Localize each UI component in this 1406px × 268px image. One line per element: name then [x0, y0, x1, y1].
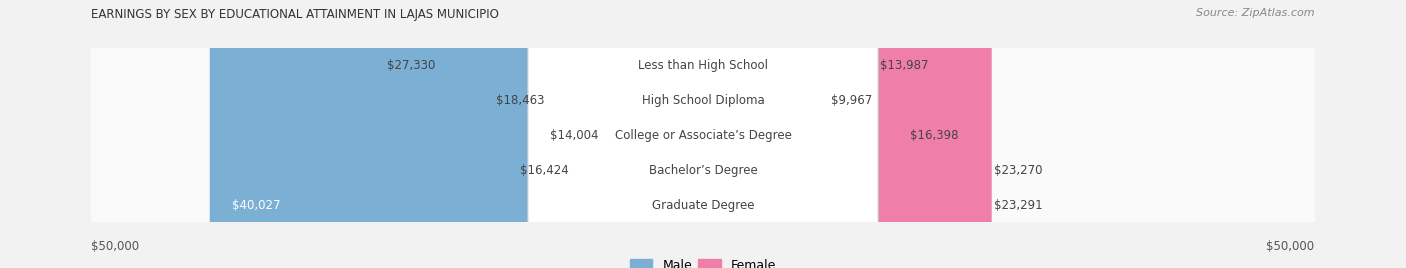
FancyBboxPatch shape	[868, 0, 991, 268]
FancyBboxPatch shape	[87, 0, 1319, 268]
Text: $23,270: $23,270	[994, 164, 1042, 177]
Text: Less than High School: Less than High School	[638, 59, 768, 72]
Text: $16,398: $16,398	[910, 129, 959, 142]
Text: $23,291: $23,291	[994, 199, 1043, 211]
Text: College or Associate’s Degree: College or Associate’s Degree	[614, 129, 792, 142]
FancyBboxPatch shape	[209, 0, 538, 268]
Text: $50,000: $50,000	[91, 240, 139, 253]
FancyBboxPatch shape	[529, 0, 538, 268]
Text: Source: ZipAtlas.com: Source: ZipAtlas.com	[1197, 8, 1315, 18]
Text: $9,967: $9,967	[831, 94, 872, 107]
FancyBboxPatch shape	[868, 0, 907, 268]
Text: Bachelor’s Degree: Bachelor’s Degree	[648, 164, 758, 177]
FancyBboxPatch shape	[474, 0, 538, 268]
FancyBboxPatch shape	[529, 0, 877, 268]
FancyBboxPatch shape	[529, 0, 877, 268]
Text: $18,463: $18,463	[495, 94, 544, 107]
FancyBboxPatch shape	[868, 0, 877, 268]
Legend: Male, Female: Male, Female	[630, 259, 776, 268]
FancyBboxPatch shape	[529, 0, 877, 268]
FancyBboxPatch shape	[868, 0, 991, 268]
Text: $27,330: $27,330	[387, 59, 436, 72]
Text: EARNINGS BY SEX BY EDUCATIONAL ATTAINMENT IN LAJAS MUNICIPIO: EARNINGS BY SEX BY EDUCATIONAL ATTAINMEN…	[91, 8, 499, 21]
FancyBboxPatch shape	[366, 0, 538, 268]
FancyBboxPatch shape	[529, 0, 877, 268]
FancyBboxPatch shape	[87, 0, 1319, 268]
FancyBboxPatch shape	[87, 0, 1319, 268]
FancyBboxPatch shape	[529, 0, 877, 268]
FancyBboxPatch shape	[87, 0, 1319, 268]
FancyBboxPatch shape	[499, 0, 538, 268]
Text: $14,004: $14,004	[550, 129, 599, 142]
Text: High School Diploma: High School Diploma	[641, 94, 765, 107]
Text: $40,027: $40,027	[232, 199, 280, 211]
Text: $16,424: $16,424	[520, 164, 569, 177]
Text: $50,000: $50,000	[1267, 240, 1315, 253]
Text: Graduate Degree: Graduate Degree	[652, 199, 754, 211]
FancyBboxPatch shape	[87, 0, 1319, 268]
Text: $13,987: $13,987	[880, 59, 929, 72]
